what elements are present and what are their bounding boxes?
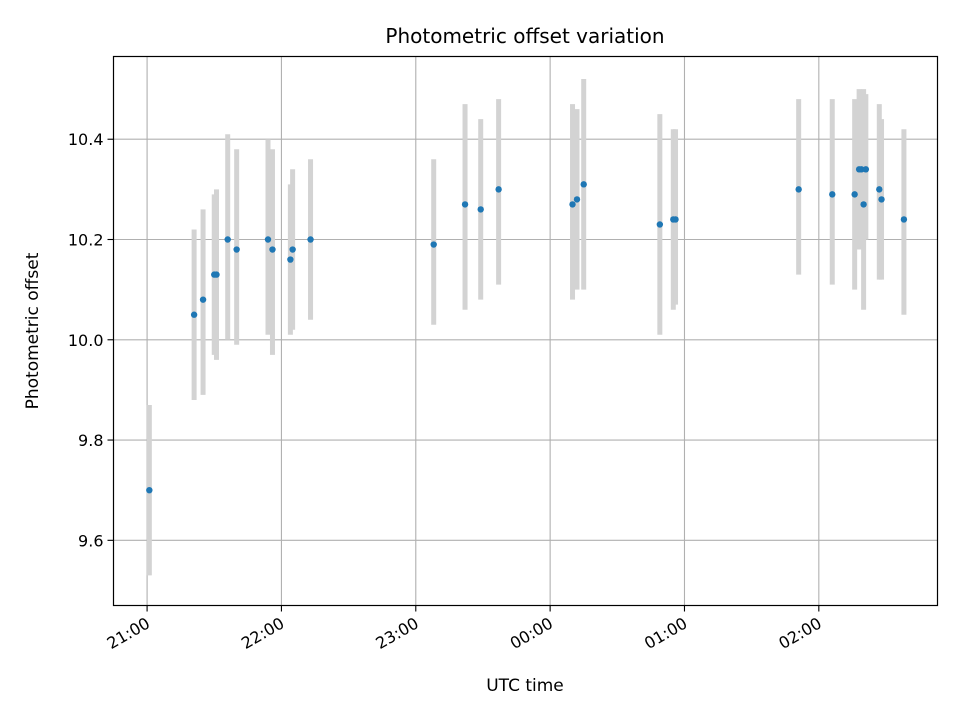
data-point <box>862 166 870 173</box>
data-point <box>269 246 276 253</box>
data-point <box>860 201 867 208</box>
data-point <box>224 236 231 243</box>
y-tick-label: 9.6 <box>78 531 103 550</box>
data-point <box>900 216 908 223</box>
data-point <box>851 191 858 198</box>
data-point <box>233 246 240 253</box>
data-point <box>573 196 581 203</box>
chart-title: Photometric offset variation <box>385 24 664 48</box>
data-point <box>656 221 664 228</box>
data-point <box>580 181 587 188</box>
data-point <box>829 191 836 198</box>
y-tick-label: 10.2 <box>68 231 104 250</box>
data-point <box>461 201 469 208</box>
data-point <box>289 246 296 253</box>
data-point <box>146 486 153 494</box>
data-point <box>876 186 883 193</box>
data-point <box>878 196 885 203</box>
y-axis-label: Photometric offset <box>23 252 43 409</box>
data-point <box>477 206 484 213</box>
data-point <box>213 271 220 278</box>
data-point <box>569 201 576 208</box>
plot-frame <box>112 55 939 607</box>
y-tick-label: 9.8 <box>78 431 103 450</box>
data-point <box>307 236 314 243</box>
data-point <box>495 186 502 193</box>
x-axis-label: UTC time <box>486 676 564 696</box>
data-points <box>146 166 908 494</box>
data-point <box>264 236 272 243</box>
data-point <box>199 296 207 303</box>
data-point <box>858 166 865 173</box>
data-point <box>190 311 198 318</box>
data-point <box>287 256 294 263</box>
data-point <box>795 186 802 193</box>
y-tick-label: 10.0 <box>68 331 104 350</box>
data-point <box>430 241 437 248</box>
data-point <box>672 216 679 223</box>
y-tick-label: 10.4 <box>68 130 104 149</box>
